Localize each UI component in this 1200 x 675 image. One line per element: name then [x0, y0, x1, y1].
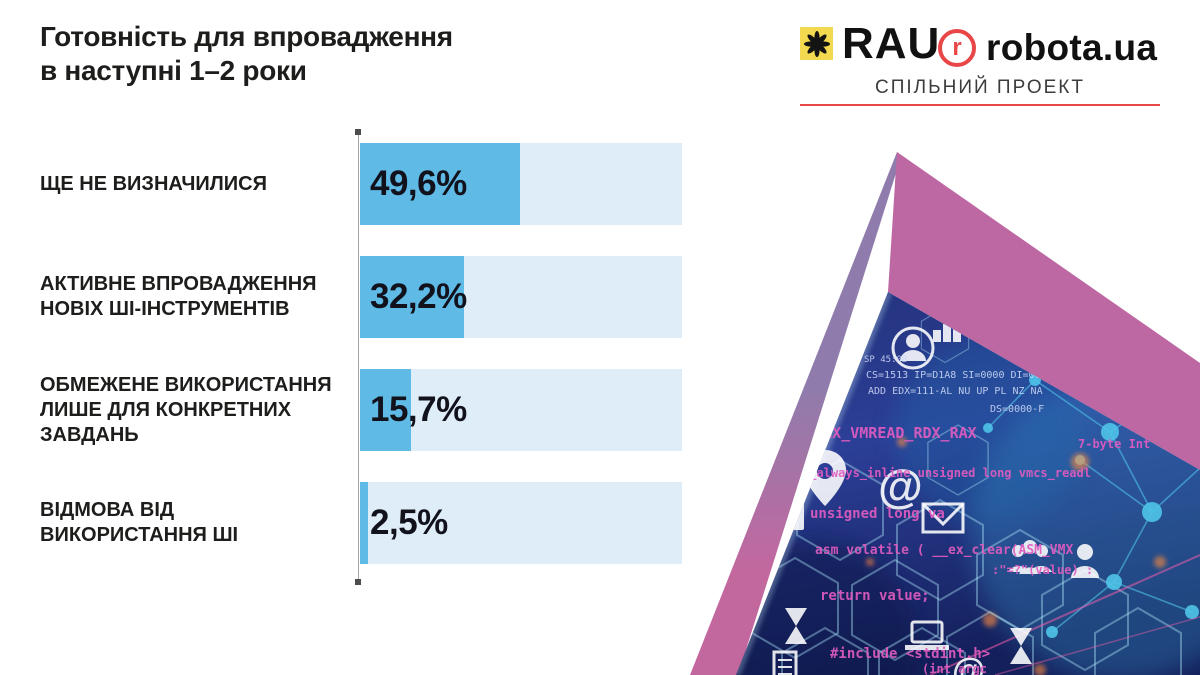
bar-row: АКТИВНЕ ВПРОВАДЖЕННЯ НОВІХ ШІ-ІНСТРУМЕНТ… [40, 256, 682, 338]
envelope-icon [921, 502, 965, 534]
red-divider [800, 104, 1160, 106]
register-text: DS=0000-F [990, 404, 1044, 415]
bar-fill [360, 143, 520, 225]
orange-glow-accents [866, 437, 1166, 675]
code-text: 7-byte Int [1078, 437, 1150, 451]
pyramid-left-face [690, 152, 897, 675]
pyramid-pink-face [888, 152, 1200, 470]
bar-label-line: ЩЕ НЕ ВИЗНАЧИЛИСЯ [40, 172, 267, 195]
bar-track: 32,2% [360, 256, 682, 338]
bar-value-label: 15,7% [370, 390, 467, 429]
bar-label-line: ЛИШЕ ДЛЯ КОНКРЕТНИХ [40, 398, 292, 421]
register-text: SP 45:0B [864, 355, 907, 365]
hourglass-icon [785, 608, 807, 644]
bar-row: ВІДМОВА ВІД ВИКОРИСТАННЯ ШІ 2,5% [40, 482, 682, 564]
register-dump-text: SP 45:0B CS=1513 IP=D1A8 SI=0000 DI=0000… [864, 355, 1053, 415]
code-text: #include <stdint.h> [830, 646, 990, 662]
robota-r-icon: r [938, 29, 976, 67]
bar-value-label: 32,2% [370, 277, 467, 316]
bar-label: ОБМЕЖЕНЕ ВИКОРИСТАННЯ ЛИШЕ ДЛЯ КОНКРЕТНИ… [40, 369, 360, 451]
page-title: Готовність для впровадження в наступні 1… [40, 20, 453, 88]
axis-handle-top [355, 129, 361, 135]
bar-track: 49,6% [360, 143, 682, 225]
joint-project-label: СПІЛЬНИЙ ПРОЕКТ [875, 77, 1085, 98]
rau-logo-text: RAU [842, 19, 941, 68]
code-text: asm volatile ( __ex_clear(ASM_VMX [815, 543, 1073, 558]
bar-value-label: 49,6% [370, 164, 467, 203]
code-text: return value; [820, 588, 930, 604]
robota-logo-text: robota.ua [986, 27, 1158, 68]
bar-label-line: ВІДМОВА ВІД [40, 499, 175, 521]
bar-label: АКТИВНЕ ВПРОВАДЖЕННЯ НОВІХ ШІ-ІНСТРУМЕНТ… [40, 256, 360, 338]
decorative-pyramid-graphic: @ $ [690, 152, 1200, 675]
eight-petal-star-icon [803, 30, 830, 57]
code-text: __always_inline unsigned long vmcs_readl [802, 466, 1091, 481]
person-solid-icon [1071, 544, 1099, 578]
bar-row: ОБМЕЖЕНЕ ВИКОРИСТАННЯ ЛИШЕ ДЛЯ КОНКРЕТНИ… [40, 369, 682, 451]
laptop-icon [905, 620, 949, 650]
bar-track: 15,7% [360, 369, 682, 451]
bar-row: ЩЕ НЕ ВИЗНАЧИЛИСЯ 49,6% [40, 143, 682, 225]
bar-chart: ЩЕ НЕ ВИЗНАЧИЛИСЯ 49,6% АКТИВНЕ ВПРОВАДЖ… [40, 143, 682, 595]
laser-line [929, 554, 1200, 675]
bar-label-line: ОБМЕЖЕНЕ ВИКОРИСТАННЯ [40, 373, 332, 396]
robota-r-letter: r [952, 34, 962, 61]
at-sign-icon: @ [952, 652, 985, 675]
people-group-icon [1008, 540, 1052, 574]
axis-handle-bottom [355, 579, 361, 585]
register-text: ADD EDX=111-AL NU UP PL NZ NA [868, 386, 1043, 397]
robota-logo: r robota.ua [938, 27, 1157, 69]
bar-track: 2,5% [360, 482, 682, 564]
bar-label-line: ВИКОРИСТАННЯ ШІ [40, 524, 239, 546]
rau-logo: RAU [800, 19, 941, 68]
bar-label-line: НОВІХ ШІ-ІНСТРУМЕНТІВ [40, 298, 290, 320]
bar-fill [360, 482, 369, 564]
at-sign-icon: @ [878, 460, 923, 512]
rau-star-icon [800, 27, 833, 60]
code-text: unsigned long va [810, 506, 945, 522]
bar-value-label: 2,5% [370, 503, 448, 542]
tech-icons: @ $ [772, 318, 1099, 675]
title-line-1: Готовність для впровадження [40, 21, 453, 52]
axis-line [358, 132, 359, 582]
laser-line [994, 616, 1200, 675]
building-icon [772, 650, 798, 675]
title-line-2: в наступні 1–2 роки [40, 55, 307, 86]
hourglass-icon [1010, 628, 1032, 664]
bar-label: ВІДМОВА ВІД ВИКОРИСТАННЯ ШІ [40, 482, 360, 564]
code-text: :"=?"(value) : [992, 563, 1093, 577]
person-icon [891, 326, 935, 370]
bar-label: ЩЕ НЕ ВИЗНАЧИЛИСЯ [40, 143, 360, 225]
bar-label-line: АКТИВНЕ ВПРОВАДЖЕННЯ [40, 273, 317, 295]
bar-fill [360, 369, 411, 451]
bar-fill [360, 256, 464, 338]
code-text: (int argc [922, 662, 987, 675]
bar-label-line: ЗАВДАНЬ [40, 423, 139, 446]
register-text: CS=1513 IP=D1A8 SI=0000 DI=0000 [866, 370, 1053, 381]
